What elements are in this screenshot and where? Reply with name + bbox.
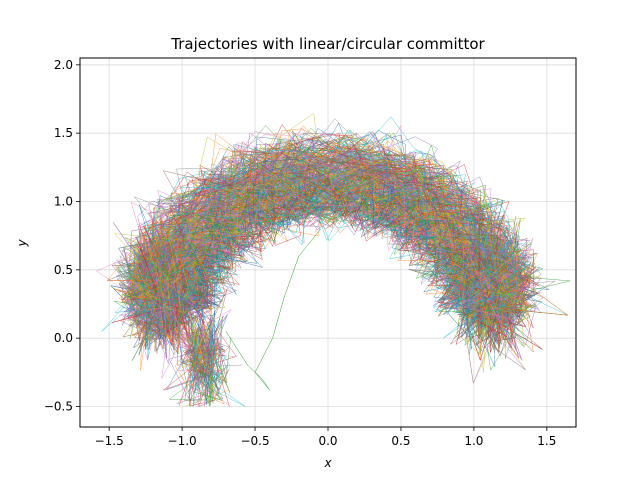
y-axis: −0.5 0.0 0.5 1.0 1.5 2.0	[44, 58, 80, 414]
chart-title: Trajectories with linear/circular commit…	[170, 35, 485, 53]
trajectory-group	[96, 112, 571, 407]
trajectory-line	[190, 322, 223, 402]
trajectory-line	[174, 321, 218, 386]
trajectory-line	[129, 133, 529, 371]
y-tick-label: 1.5	[54, 126, 73, 140]
x-tick-label: 0.0	[318, 434, 337, 448]
y-tick-label: 0.0	[54, 331, 73, 345]
x-tick-label: −0.5	[240, 434, 269, 448]
trajectory-line	[186, 301, 228, 392]
trajectory-line	[176, 316, 243, 405]
trajectory-line	[225, 228, 321, 391]
x-tick-label: −1.5	[95, 434, 124, 448]
trajectory-line	[179, 314, 230, 407]
trajectory-line	[129, 152, 511, 335]
y-tick-label: 2.0	[54, 58, 73, 72]
x-tick-label: 1.5	[537, 434, 556, 448]
trajectory-line	[124, 180, 513, 325]
x-axis: −1.5 −1.0 −0.5 0.0 0.5 1.0 1.5	[95, 427, 556, 448]
x-tick-label: 0.5	[391, 434, 410, 448]
trajectory-line	[134, 182, 529, 325]
trajectory-line	[140, 185, 525, 359]
y-tick-label: −0.5	[44, 400, 73, 414]
y-tick-label: 0.5	[54, 263, 73, 277]
y-tick-label: 1.0	[54, 195, 73, 209]
trajectory-line	[126, 151, 532, 326]
trajectory-line	[179, 316, 220, 407]
y-axis-label: y	[15, 239, 29, 248]
trajectory-line	[144, 148, 528, 305]
x-tick-label: 1.0	[464, 434, 483, 448]
trajectory-line	[136, 177, 499, 316]
x-tick-label: −1.0	[168, 434, 197, 448]
trajectory-line	[159, 309, 232, 407]
trajectory-line	[181, 309, 216, 401]
trajectory-line	[154, 192, 518, 327]
trajectory-line	[112, 186, 508, 337]
x-axis-label: x	[323, 456, 332, 470]
trajectory-line	[123, 169, 536, 331]
